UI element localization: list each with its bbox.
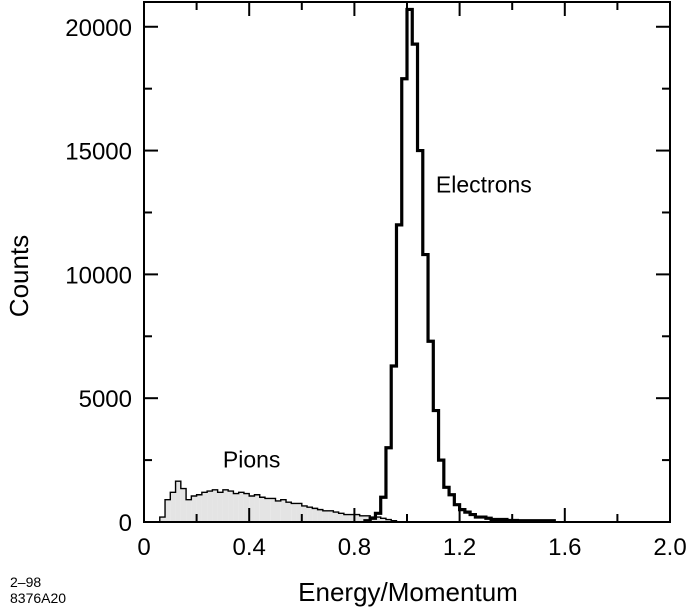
pions-bin [270,498,276,522]
pions-bin [217,492,223,522]
x-tick-label: 0 [137,534,150,561]
pions-bin [312,508,318,522]
figure-id: 8376A20 [10,590,67,606]
pions-bin [338,513,344,522]
pions-bin [322,510,329,522]
y-tick-label: 10000 [65,262,132,289]
pions-bin [170,492,176,522]
pions-bin [291,503,297,522]
pions-bin [380,518,386,522]
y-tick-label: 20000 [65,15,132,42]
electrons-series [363,7,556,523]
y-axis-title: Counts [4,235,34,317]
pions-bin [180,488,187,522]
pions-bin [207,491,213,522]
pions-bin [201,492,208,522]
pions-bin [328,510,334,522]
pions-bin [375,517,381,522]
x-tick-label: 0.4 [233,534,266,561]
x-tick-label: 1.6 [548,534,581,561]
pions-bin [359,515,365,522]
pions-bin [301,505,308,522]
electrons-annotation: Electrons [436,172,532,198]
pions-bin [186,499,192,522]
pions-bin [286,502,292,522]
pions-bin [307,507,313,522]
pions-bin [233,493,239,522]
pions-bin [296,503,302,522]
pions-bin [349,514,355,522]
pions-bin [238,492,244,522]
x-axis-title: Energy/Momentum [298,577,518,607]
x-tick-label: 0.8 [338,534,371,561]
plot-area [159,7,556,523]
x-tick-label: 2.0 [653,534,686,561]
y-tick-label: 5000 [79,386,132,413]
y-tick-label: 0 [119,510,132,537]
x-tick-label: 1.2 [443,534,476,561]
pions-bin [264,498,271,522]
pions-bin [333,512,339,522]
pions-bin [280,499,287,522]
figure-note: 2–98 8376A20 [10,574,66,606]
y-tick-label: 15000 [65,139,132,166]
electrons-outline [363,7,556,523]
pions-bin [254,494,260,522]
pions-bin [196,494,202,522]
pions-bin [385,519,392,522]
pions-bin [159,517,166,522]
figure-date: 2–98 [10,574,42,590]
pions-bin [175,481,181,522]
pions-bin [249,496,255,522]
pions-bin [275,500,281,522]
pions-bin [228,491,234,522]
pions-annotation: Pions [223,447,281,473]
pions-bin [191,496,197,522]
pions-bin [354,514,360,522]
pions-bin [243,493,250,522]
pions-bin [364,515,371,522]
pions-bin [343,514,350,522]
pions-bin [259,497,265,522]
pions-bin [317,509,323,522]
axes: 0 0.4 0.8 1.2 1.6 2.0 0 5000 10000 15000 20000 [65,1,687,561]
pions-bin [212,489,218,522]
pions-bin [165,499,171,522]
pions-series [159,480,398,522]
pions-bin [222,489,229,522]
